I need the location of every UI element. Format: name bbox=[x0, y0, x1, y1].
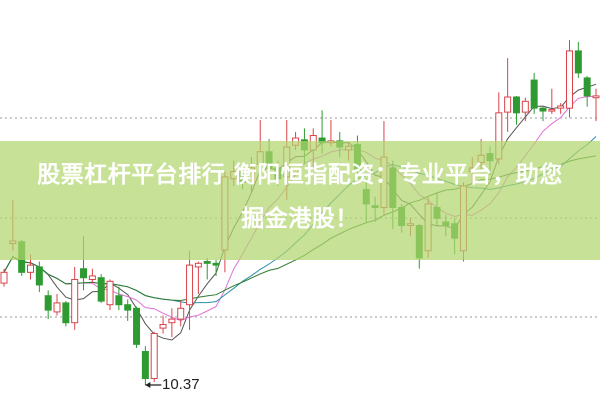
candle-body bbox=[27, 264, 35, 273]
candle-body bbox=[539, 107, 547, 112]
candle-body bbox=[583, 77, 591, 97]
low-marker-arrowhead bbox=[145, 382, 151, 388]
candle-body bbox=[106, 280, 114, 306]
candle-body bbox=[565, 50, 573, 109]
candle-body bbox=[53, 302, 61, 313]
candle-body bbox=[203, 261, 211, 264]
candle-body bbox=[115, 295, 123, 306]
candle-body bbox=[521, 100, 529, 113]
candle-body bbox=[504, 96, 512, 113]
candle-body bbox=[159, 324, 167, 329]
candle-body bbox=[574, 50, 582, 74]
candle-body bbox=[557, 105, 565, 109]
candle-body bbox=[177, 307, 185, 320]
candle-body bbox=[194, 262, 202, 268]
candle-body bbox=[592, 95, 600, 99]
candle-body bbox=[133, 307, 141, 345]
candle-body bbox=[124, 304, 132, 311]
headline-line1: 股票杠杆平台排行 衡阳恒指配资：专业平台，助您 bbox=[37, 162, 563, 188]
candle-body bbox=[548, 109, 556, 112]
headline: 股票杠杆平台排行 衡阳恒指配资：专业平台，助您 掘金港股！ bbox=[0, 153, 600, 241]
candle-body bbox=[80, 268, 88, 279]
candle-body bbox=[168, 318, 176, 324]
candle-body bbox=[512, 96, 520, 114]
candle-body bbox=[150, 333, 158, 380]
candle-body bbox=[71, 279, 79, 324]
headline-line2: 掘金港股！ bbox=[241, 206, 359, 232]
candle-body bbox=[530, 79, 538, 109]
candle-body bbox=[0, 271, 8, 284]
candle-body bbox=[88, 275, 96, 281]
candle-body bbox=[44, 295, 52, 311]
candle-body bbox=[97, 277, 105, 302]
candle-body bbox=[35, 266, 43, 286]
candle-body bbox=[62, 302, 70, 324]
candle-body bbox=[141, 351, 149, 380]
candle-body bbox=[212, 262, 220, 266]
low-price-label: 10.37 bbox=[162, 376, 200, 393]
headline-banner bbox=[0, 141, 600, 260]
candle-body bbox=[186, 264, 194, 306]
